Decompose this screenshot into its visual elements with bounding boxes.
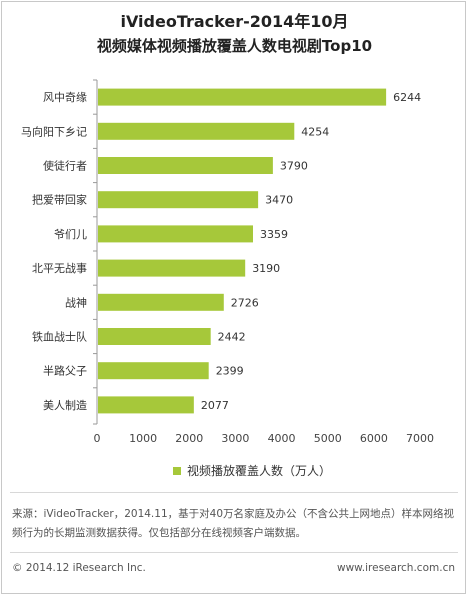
legend-swatch [173,466,181,475]
bar [98,396,194,414]
category-label: 马向阳下乡记 [21,124,87,138]
value-label: 3359 [260,228,288,241]
note-divider [10,492,458,493]
bar [98,328,211,345]
x-tick-label: 1000 [129,432,157,445]
category-label: 把爱带回家 [32,193,87,207]
x-tick-label: 4000 [268,432,296,445]
bar [98,225,253,243]
value-label: 3470 [265,194,293,207]
x-tick-label: 0 [94,432,101,445]
bar [98,293,224,311]
value-label: 2442 [218,331,246,344]
source-note: 来源：iVideoTracker，2014.11，基于对40万名家庭及办公（不含… [12,508,454,539]
x-tick-label: 2000 [175,432,203,445]
legend-label: 视频播放覆盖人数（万人） [187,464,332,478]
category-label: 爷们儿 [54,227,87,241]
footer-divider [10,552,458,553]
bar [98,362,209,380]
chart-subtitle: 视频媒体视频播放覆盖人数电视剧Top10 [96,37,373,55]
category-label: 北平无战事 [32,262,87,275]
bar [98,259,246,277]
x-tick-label: 6000 [360,432,388,445]
category-label: 半路父子 [43,364,87,378]
bar [98,122,295,140]
x-tick-label: 5000 [314,432,342,445]
legend: 视频播放覆盖人数（万人） [173,462,331,479]
category-label: 美人制造 [43,398,87,412]
copyright: © 2014.12 iResearch Inc. [12,562,146,574]
bar [98,191,259,209]
value-label: 2726 [231,296,259,309]
chart-title: iVideoTracker-2014年10月 [120,12,349,31]
value-label: 3190 [252,262,280,275]
value-label: 3790 [280,160,308,173]
bar [98,157,273,174]
x-tick-label: 7000 [406,432,434,445]
category-label: 风中奇缘 [43,91,87,104]
bar [98,88,387,106]
value-label: 2399 [216,365,244,378]
bar-chart: 风中奇缘 6244 马向阳下乡记 4254 使徒行者 3790 把爱带回家 3470 爷们儿 33… [21,79,434,445]
value-label: 2077 [201,399,229,412]
website: www.iresearch.com.cn [336,562,455,574]
value-label: 6244 [393,91,421,104]
value-label: 4254 [301,125,329,138]
category-label: 战神 [65,295,87,309]
x-tick-label: 3000 [221,432,249,445]
category-label: 铁血战士队 [32,330,87,344]
category-label: 使徒行者 [43,159,87,173]
